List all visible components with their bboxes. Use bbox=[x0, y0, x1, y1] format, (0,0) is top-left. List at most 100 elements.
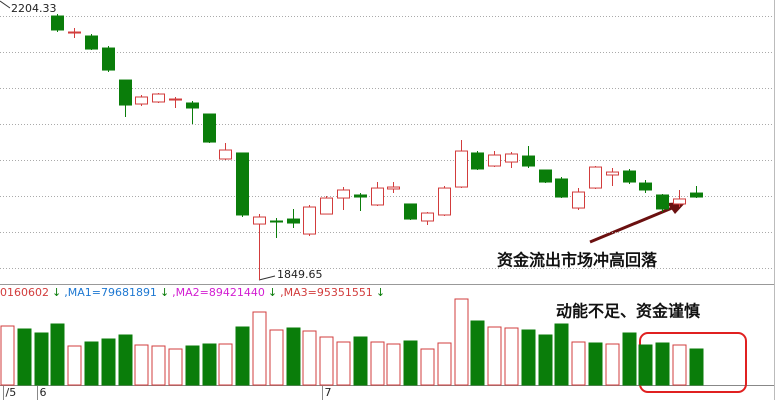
candle-body bbox=[673, 198, 686, 205]
volume-bar bbox=[521, 329, 536, 386]
volume-bar bbox=[689, 348, 704, 386]
volume-bar bbox=[336, 341, 351, 386]
volume-bar bbox=[319, 336, 334, 386]
candle-body bbox=[270, 220, 283, 223]
volume-bar bbox=[470, 320, 485, 386]
volume-bar bbox=[605, 343, 620, 386]
candle-body bbox=[320, 197, 333, 215]
volume-bar bbox=[672, 344, 687, 386]
x-tick-label: /5 bbox=[6, 386, 17, 399]
volume-bar bbox=[403, 340, 418, 386]
volume-bar bbox=[134, 344, 149, 386]
candle-body bbox=[102, 47, 115, 71]
candle-body bbox=[421, 212, 434, 222]
legend-label: 0160602 bbox=[0, 286, 49, 299]
candle-body bbox=[438, 187, 451, 216]
candle-body bbox=[253, 216, 266, 225]
candle-body bbox=[555, 178, 568, 198]
annotation-arrow bbox=[589, 206, 673, 244]
candle-body bbox=[287, 218, 300, 224]
candle-body bbox=[623, 170, 636, 183]
candle-body bbox=[371, 187, 384, 206]
candle-body bbox=[119, 79, 132, 106]
volume-bar bbox=[218, 343, 233, 386]
indicator-legend: 0160602 ↓ ,MA1=79681891 ↓ ,MA2=89421440 ↓ ,MA3… bbox=[0, 286, 385, 299]
candle-body bbox=[85, 35, 98, 50]
candle-body bbox=[68, 31, 81, 34]
candle-body bbox=[387, 186, 400, 190]
candle-body bbox=[203, 113, 216, 143]
volume-bar bbox=[235, 326, 250, 386]
candle-body bbox=[589, 166, 602, 189]
volume-bar bbox=[454, 298, 469, 386]
legend-arrow: ↓ bbox=[376, 286, 385, 299]
candle-body bbox=[404, 203, 417, 220]
candle-body bbox=[488, 154, 501, 167]
candle-body bbox=[656, 194, 669, 210]
volume-bar bbox=[386, 343, 401, 386]
volume-bar bbox=[84, 341, 99, 386]
volume-bar bbox=[118, 334, 133, 386]
candle-body bbox=[135, 96, 148, 105]
candle-body bbox=[51, 15, 64, 31]
volume-bar bbox=[17, 328, 32, 386]
legend-arrow: ↓ bbox=[160, 286, 169, 299]
candle-body bbox=[219, 149, 232, 160]
volume-bar bbox=[34, 332, 49, 386]
candle-body bbox=[539, 169, 552, 183]
candle-body bbox=[690, 192, 703, 198]
candle-body bbox=[354, 194, 367, 198]
candle-body bbox=[169, 98, 182, 101]
candle-body bbox=[236, 152, 249, 216]
volume-bar bbox=[286, 327, 301, 386]
volume-bar bbox=[50, 323, 65, 386]
volume-bar bbox=[353, 336, 368, 386]
legend-label: ,MA2=89421440 bbox=[172, 286, 265, 299]
volume-bar bbox=[622, 332, 637, 386]
low-leader bbox=[258, 275, 276, 281]
annotation: 动能不足、资金谨慎 bbox=[556, 302, 700, 321]
annotation: 资金流出市场冲高回落 bbox=[497, 251, 658, 270]
volume-bar bbox=[101, 338, 116, 386]
candle-body bbox=[152, 93, 165, 103]
volume-bar bbox=[0, 325, 15, 386]
candle-body bbox=[505, 153, 518, 163]
candle-body bbox=[471, 152, 484, 170]
volume-bar bbox=[151, 345, 166, 386]
volume-bar bbox=[202, 343, 217, 386]
volume-bar bbox=[437, 342, 452, 386]
candle-body bbox=[522, 155, 535, 167]
candle-body bbox=[337, 189, 350, 199]
legend-arrow: ↓ bbox=[52, 286, 61, 299]
x-tick-label: 7 bbox=[325, 386, 332, 399]
x-tick-label: 6 bbox=[40, 386, 47, 399]
low-label: 1849.65 bbox=[277, 268, 323, 281]
high-leader bbox=[0, 0, 11, 9]
volume-bar bbox=[504, 327, 519, 386]
legend-label: ,MA3=95351551 bbox=[280, 286, 373, 299]
legend-arrow: ↓ bbox=[268, 286, 277, 299]
volume-bar bbox=[655, 342, 670, 386]
candle-body bbox=[455, 150, 468, 188]
volume-bar bbox=[571, 341, 586, 386]
candle-body bbox=[303, 206, 316, 235]
high-label: 2204.33 bbox=[11, 2, 57, 15]
volume-bar bbox=[269, 329, 284, 386]
volume-bar bbox=[588, 342, 603, 386]
volume-bar bbox=[638, 344, 653, 386]
volume-bar bbox=[538, 334, 553, 386]
volume-bar bbox=[252, 311, 267, 386]
candle-body bbox=[186, 102, 199, 109]
volume-bar bbox=[554, 323, 569, 386]
candle-body bbox=[639, 182, 652, 191]
volume-bar bbox=[370, 341, 385, 386]
annotation-arrow-head bbox=[667, 202, 686, 214]
volume-bar bbox=[185, 345, 200, 386]
volume-bar bbox=[67, 345, 82, 386]
volume-bar bbox=[302, 330, 317, 386]
legend-label: ,MA1=79681891 bbox=[64, 286, 157, 299]
candle-body bbox=[606, 171, 619, 176]
volume-bar bbox=[168, 348, 183, 386]
